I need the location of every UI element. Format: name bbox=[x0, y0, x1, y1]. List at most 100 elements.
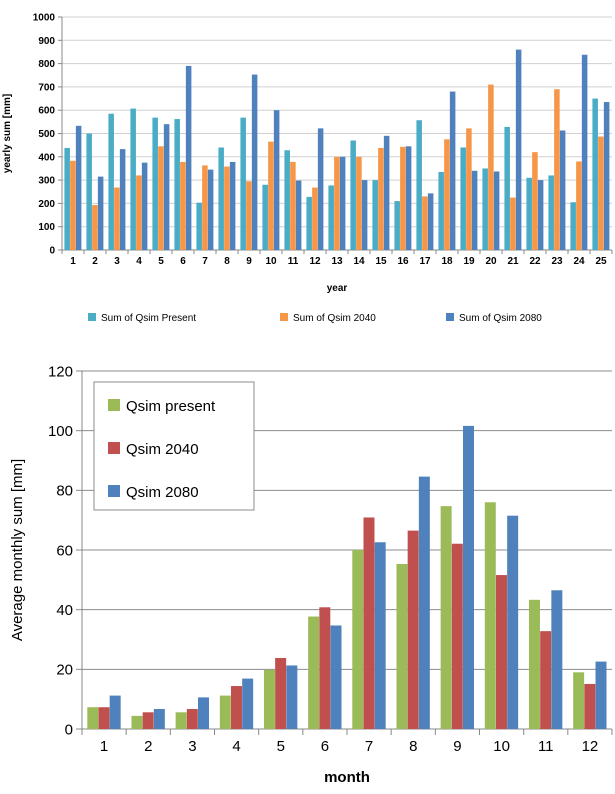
bar-3 bbox=[581, 54, 588, 250]
bar-1 bbox=[460, 147, 466, 250]
x-tick-label: 17 bbox=[419, 256, 431, 267]
y-tick-label: 40 bbox=[56, 602, 73, 619]
bar-1 bbox=[130, 108, 136, 250]
bar-2 bbox=[180, 161, 186, 250]
y-tick-label: 1000 bbox=[33, 13, 56, 24]
bar-3 bbox=[109, 695, 121, 729]
legend-swatch bbox=[108, 399, 120, 411]
bar-1 bbox=[438, 171, 444, 250]
bar-3 bbox=[595, 661, 607, 729]
y-tick-label: 100 bbox=[38, 222, 55, 233]
x-tick-label: 2 bbox=[92, 256, 98, 267]
bar-1 bbox=[308, 616, 320, 729]
bar-1 bbox=[131, 715, 143, 729]
y-tick-label: 0 bbox=[65, 721, 73, 738]
bar-1 bbox=[526, 177, 532, 250]
x-tick-label: 3 bbox=[114, 256, 120, 267]
y-tick-label: 80 bbox=[56, 483, 73, 500]
x-tick-label: 11 bbox=[538, 738, 554, 755]
bar-3 bbox=[251, 74, 258, 251]
x-tick-label: 10 bbox=[493, 738, 510, 755]
legend-swatch bbox=[280, 313, 288, 321]
bar-3 bbox=[97, 176, 104, 250]
bar-3 bbox=[185, 65, 192, 251]
x-tick-label: 16 bbox=[397, 256, 409, 267]
bar-2 bbox=[275, 657, 287, 729]
bar-1 bbox=[440, 506, 452, 729]
bar-1 bbox=[570, 202, 576, 250]
bar-2 bbox=[142, 712, 154, 729]
x-tick-label: 8 bbox=[224, 256, 230, 267]
bar-1 bbox=[482, 168, 488, 250]
bar-3 bbox=[153, 709, 165, 729]
bar-3 bbox=[493, 171, 500, 250]
chart1-y-tick-labels: 0 100 200 300 400 500 600 700 800 900 1000 bbox=[33, 13, 56, 257]
bar-3 bbox=[198, 697, 209, 729]
bar-2 bbox=[400, 146, 406, 250]
y-tick-label: 60 bbox=[56, 542, 73, 559]
bar-2 bbox=[114, 187, 120, 250]
chart2-legend: Qsim present Qsim 2040 Qsim 2080 bbox=[93, 381, 255, 511]
chart1-bars bbox=[64, 49, 610, 251]
x-tick-label: 4 bbox=[136, 256, 142, 267]
x-tick-label: 18 bbox=[441, 256, 453, 267]
bar-1 bbox=[504, 126, 510, 250]
bar-2 bbox=[444, 139, 450, 250]
y-tick-label: 20 bbox=[56, 662, 73, 679]
legend-swatch bbox=[108, 485, 120, 497]
bar-3 bbox=[273, 110, 280, 250]
y-tick-label: 100 bbox=[48, 423, 73, 440]
bar-2 bbox=[136, 175, 142, 250]
x-tick-label: 20 bbox=[485, 256, 497, 267]
bar-3 bbox=[339, 156, 346, 250]
bar-2 bbox=[576, 161, 582, 250]
chart2-y-axis-label: Average monthly sum [mm] bbox=[9, 459, 26, 641]
bar-1 bbox=[262, 184, 268, 250]
bar-2 bbox=[584, 683, 596, 729]
bar-3 bbox=[449, 91, 456, 250]
bar-2 bbox=[598, 136, 604, 250]
legend-swatch bbox=[88, 313, 96, 321]
bar-1 bbox=[263, 669, 275, 729]
bar-3 bbox=[418, 476, 430, 729]
x-tick-label: 5 bbox=[158, 256, 164, 267]
bar-1 bbox=[484, 502, 496, 729]
bar-1 bbox=[196, 202, 202, 250]
bar-3 bbox=[559, 130, 566, 250]
x-tick-label: 13 bbox=[331, 256, 343, 267]
chart1-x-axis-label: year bbox=[327, 283, 348, 294]
bar-1 bbox=[394, 201, 400, 250]
legend-box bbox=[93, 381, 255, 511]
y-tick-label: 0 bbox=[49, 246, 55, 257]
bar-2 bbox=[540, 631, 552, 729]
chart1-legend: Sum of Qsim Present Sum of Qsim 2040 Sum o… bbox=[88, 313, 542, 324]
bar-3 bbox=[242, 678, 254, 729]
y-tick-label: 700 bbox=[38, 82, 55, 93]
bar-3 bbox=[463, 425, 474, 729]
bar-3 bbox=[471, 170, 478, 250]
bar-2 bbox=[334, 156, 340, 250]
bar-3 bbox=[515, 49, 522, 251]
bar-2 bbox=[319, 607, 331, 729]
bar-3 bbox=[119, 149, 126, 250]
bar-3 bbox=[330, 625, 342, 729]
bar-1 bbox=[152, 117, 158, 250]
bar-2 bbox=[230, 686, 242, 729]
x-tick-label: 1 bbox=[100, 738, 108, 755]
y-tick-label: 600 bbox=[38, 106, 55, 117]
bar-3 bbox=[427, 193, 434, 250]
bar-1 bbox=[174, 119, 180, 250]
x-tick-label: 19 bbox=[463, 256, 475, 267]
bar-2 bbox=[356, 156, 362, 250]
bar-2 bbox=[466, 128, 472, 250]
chart2-bars bbox=[87, 425, 607, 729]
x-tick-label: 6 bbox=[321, 738, 329, 755]
chart1-y-axis-label: yearly sum [mm] bbox=[2, 94, 13, 173]
legend-swatch bbox=[446, 313, 454, 321]
bar-1 bbox=[306, 196, 312, 250]
bar-2 bbox=[224, 166, 230, 250]
bar-1 bbox=[528, 599, 540, 729]
x-tick-label: 22 bbox=[529, 256, 541, 267]
